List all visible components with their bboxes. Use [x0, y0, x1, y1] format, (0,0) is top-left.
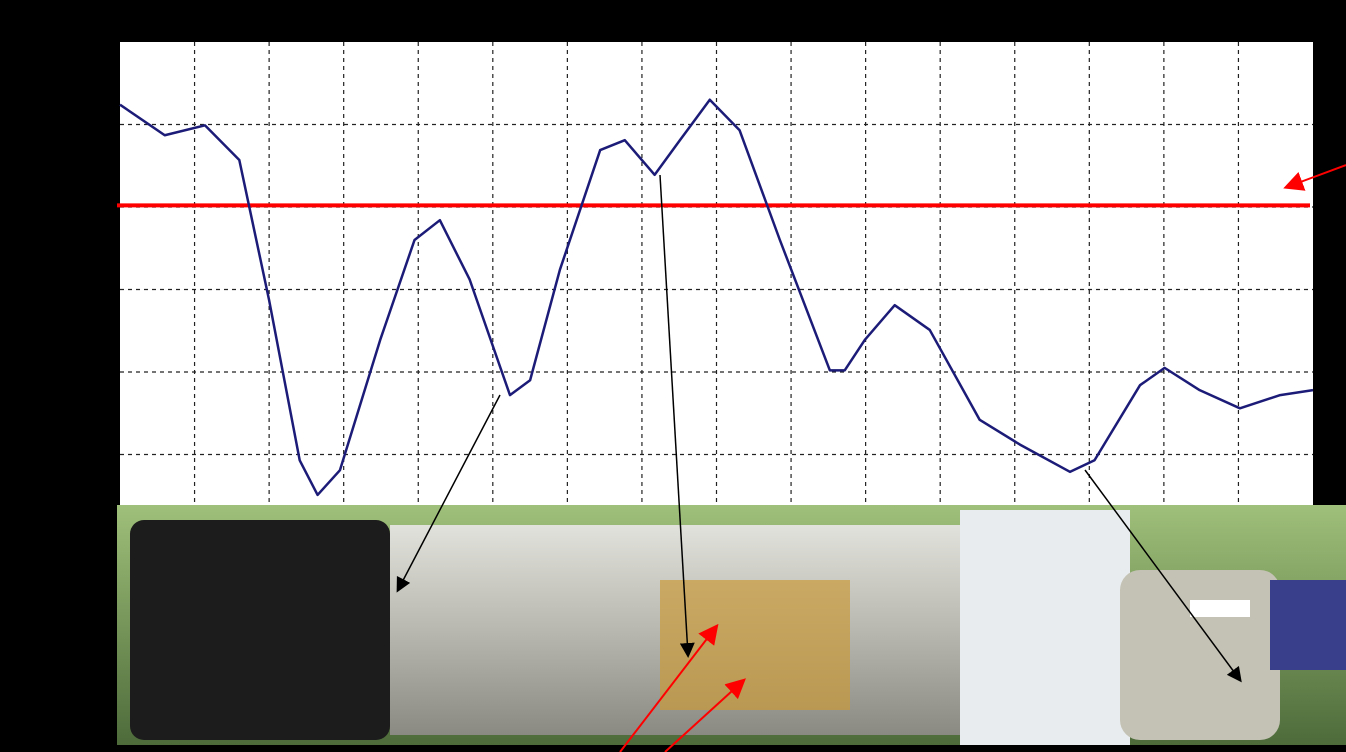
- arrow: [1283, 164, 1346, 191]
- solder-area: [660, 580, 850, 710]
- wrap: [960, 510, 1130, 745]
- cable-clamp: [1120, 570, 1280, 740]
- annotations: [396, 164, 1346, 752]
- photo: [117, 505, 1346, 745]
- arrow: [619, 623, 719, 752]
- arrow: [659, 174, 695, 658]
- arrow: [396, 394, 501, 593]
- white-patch: [1190, 600, 1250, 617]
- arrow: [664, 678, 746, 752]
- connector-black: [130, 520, 390, 740]
- data-line: [119, 98, 1314, 497]
- arrow: [1084, 469, 1242, 683]
- cable: [1270, 580, 1346, 670]
- chart: [117, 42, 1314, 505]
